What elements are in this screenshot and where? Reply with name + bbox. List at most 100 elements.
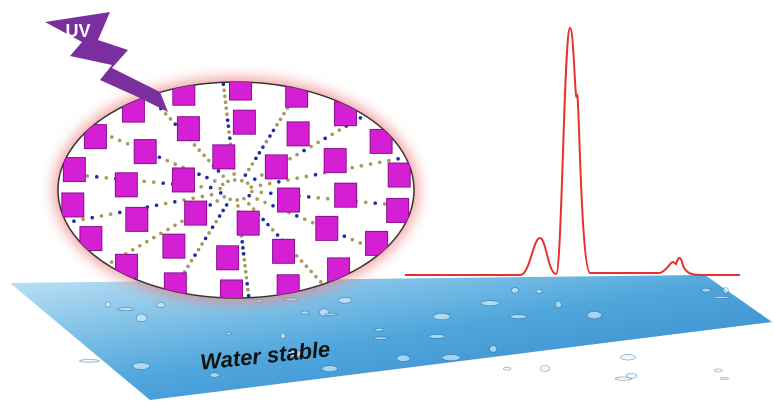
atom	[23, 98, 27, 102]
atom	[224, 106, 228, 110]
atom	[213, 179, 217, 183]
atom	[165, 159, 169, 163]
metal-node	[287, 122, 309, 146]
atom	[369, 162, 373, 166]
atom	[254, 157, 258, 161]
atom	[263, 201, 267, 205]
atom	[197, 148, 201, 152]
atom	[323, 137, 327, 141]
atom	[209, 186, 213, 190]
metal-node	[237, 211, 259, 235]
metal-node	[63, 158, 85, 182]
atom	[300, 259, 304, 263]
atom	[225, 203, 229, 207]
metal-node	[62, 193, 84, 217]
atom	[217, 41, 221, 45]
atom	[295, 254, 299, 258]
atom	[544, 217, 548, 221]
atom	[260, 173, 264, 177]
drop	[397, 355, 410, 362]
atom	[380, 104, 384, 108]
atom	[95, 175, 99, 179]
atom	[307, 195, 311, 199]
atom	[309, 145, 313, 149]
atom	[18, 313, 22, 317]
atom	[326, 197, 330, 201]
atom	[252, 207, 256, 211]
metal-node	[273, 239, 295, 263]
atom	[191, 196, 195, 200]
atom	[459, 209, 463, 213]
atom	[295, 176, 299, 180]
atom	[90, 216, 94, 220]
atom	[164, 112, 168, 116]
atom	[70, 118, 74, 122]
drop	[117, 308, 134, 311]
uv-bolt	[45, 12, 168, 112]
atom	[311, 221, 315, 225]
atom	[208, 203, 212, 207]
atom	[415, 83, 419, 87]
atom	[497, 138, 501, 142]
atom	[62, 115, 66, 119]
drop	[715, 369, 723, 372]
atom	[226, 118, 230, 122]
atom	[314, 62, 318, 66]
atom	[401, 92, 405, 96]
metal-node	[213, 145, 235, 169]
atom	[118, 139, 122, 143]
metal-node	[134, 140, 156, 164]
atom	[271, 204, 275, 208]
drop	[540, 366, 550, 372]
atom	[272, 129, 276, 133]
atom	[220, 71, 224, 75]
atom	[387, 159, 391, 163]
atom	[104, 176, 108, 180]
atom	[470, 143, 474, 147]
metal-node	[278, 188, 300, 212]
atom	[214, 17, 218, 21]
atom	[436, 71, 440, 75]
atom	[235, 198, 239, 202]
atom	[0, 234, 2, 238]
atom	[219, 65, 223, 69]
atom	[487, 212, 491, 216]
atom	[390, 255, 394, 259]
atom	[415, 153, 419, 157]
drop	[433, 313, 450, 320]
atom	[207, 231, 211, 235]
atom	[152, 180, 156, 184]
atom	[222, 195, 226, 199]
atom	[89, 273, 93, 277]
atom	[212, 5, 216, 9]
drop	[105, 302, 111, 308]
atom	[396, 157, 400, 161]
atom	[245, 276, 249, 280]
drop	[79, 360, 99, 363]
atom	[118, 211, 122, 215]
drop	[587, 311, 602, 319]
atom	[247, 168, 251, 172]
metal-node	[316, 216, 338, 240]
drop	[481, 301, 500, 306]
atom	[255, 197, 259, 201]
atom	[197, 248, 201, 252]
atom	[506, 136, 510, 140]
atom	[261, 218, 265, 222]
atom	[31, 101, 35, 105]
drop	[503, 367, 510, 370]
atom	[212, 0, 216, 2]
atom	[330, 132, 334, 136]
atom	[516, 215, 520, 219]
atom	[158, 156, 162, 160]
atom	[214, 23, 218, 27]
drop	[284, 298, 299, 301]
atom	[217, 47, 221, 51]
atom	[303, 78, 307, 82]
atom	[25, 309, 29, 313]
atom	[260, 191, 264, 195]
atom	[200, 242, 204, 246]
atom	[373, 201, 377, 205]
atom	[497, 213, 501, 217]
atom	[277, 180, 281, 184]
